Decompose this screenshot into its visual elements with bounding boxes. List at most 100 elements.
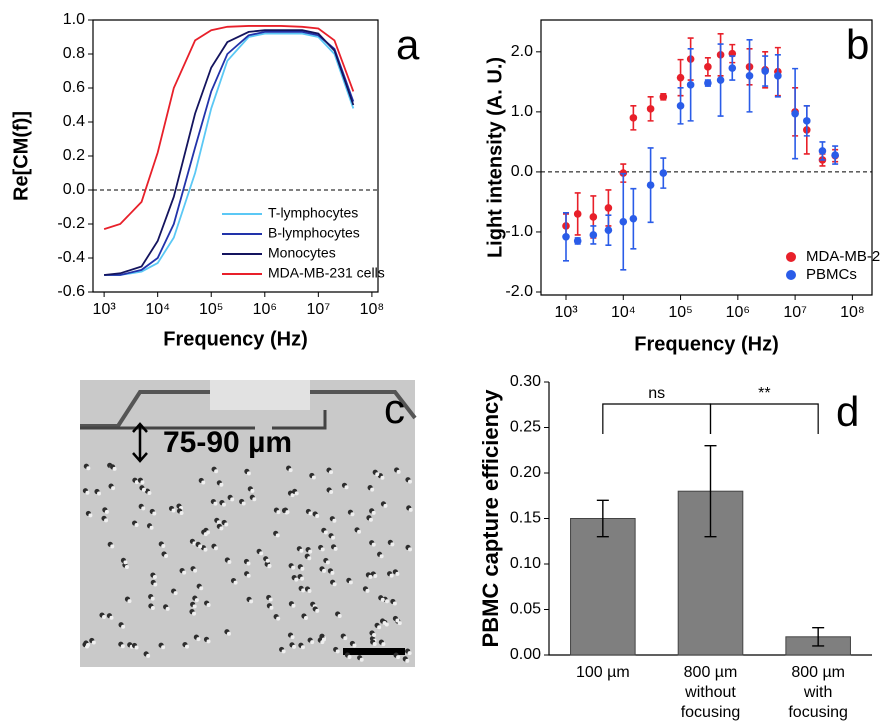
x-tick-label: 100 µm bbox=[575, 664, 630, 681]
cell-halo bbox=[390, 542, 395, 547]
y-tick-label: -2.0 bbox=[505, 283, 533, 300]
cell-halo bbox=[134, 645, 139, 650]
cell-halo bbox=[371, 542, 376, 547]
data-point bbox=[573, 210, 582, 218]
cell-halo bbox=[150, 605, 155, 610]
series-line bbox=[103, 25, 355, 230]
x-tick-label: 10⁶ bbox=[726, 304, 750, 321]
data-point bbox=[686, 81, 695, 89]
cell-halo bbox=[173, 591, 178, 596]
data-point bbox=[589, 231, 598, 239]
cell-halo bbox=[396, 655, 401, 660]
cell-halo bbox=[97, 491, 102, 496]
cell-halo bbox=[153, 582, 158, 587]
y-tick-label: 0.20 bbox=[510, 464, 541, 481]
cell-halo bbox=[111, 486, 116, 491]
y-tick-label: 0.8 bbox=[63, 45, 85, 62]
cell-halo bbox=[380, 597, 385, 602]
cell-halo bbox=[252, 497, 257, 502]
y-tick-label: 0.30 bbox=[510, 373, 541, 390]
cell-halo bbox=[214, 469, 219, 474]
cell-halo bbox=[332, 582, 337, 587]
panel-label: a bbox=[396, 21, 420, 68]
cell-halo bbox=[206, 639, 211, 644]
x-tick-label: 10³ bbox=[554, 304, 578, 321]
cell-halo bbox=[392, 601, 397, 606]
x-tick-label: 10⁷ bbox=[783, 304, 807, 321]
panel-label: c bbox=[384, 385, 405, 432]
y-tick-label: 0.00 bbox=[510, 646, 541, 663]
cell-halo bbox=[395, 618, 400, 623]
cell-halo bbox=[383, 503, 388, 508]
cell-halo bbox=[397, 621, 402, 626]
cell-halo bbox=[201, 480, 206, 485]
data-point bbox=[646, 181, 655, 189]
legend-label: MDA-MB-231 cells bbox=[806, 248, 880, 265]
legend-label: MDA-MB-231 cells bbox=[268, 265, 385, 281]
cell-halo bbox=[184, 644, 189, 649]
data-point bbox=[761, 67, 769, 75]
cell-halo bbox=[285, 510, 290, 515]
cell-halo bbox=[301, 588, 306, 593]
y-tick-label: 0.25 bbox=[510, 419, 541, 436]
cell-halo bbox=[141, 506, 146, 511]
cell-halo bbox=[322, 568, 327, 573]
cell-halo bbox=[85, 490, 90, 495]
data-point bbox=[589, 213, 598, 221]
data-point bbox=[831, 151, 839, 159]
data-point bbox=[659, 169, 668, 177]
cell-halo bbox=[329, 489, 334, 494]
cell-halo bbox=[315, 608, 320, 613]
cell-halo bbox=[375, 472, 380, 477]
cell-halo bbox=[104, 509, 109, 514]
panel-label: b bbox=[846, 21, 869, 68]
cell-halo bbox=[288, 468, 293, 473]
cell-halo bbox=[323, 530, 328, 535]
cell-halo bbox=[380, 475, 385, 480]
y-tick-label: 1.0 bbox=[63, 11, 85, 28]
cell-halo bbox=[140, 480, 145, 485]
x-tick-label: 10⁵ bbox=[668, 304, 692, 321]
gap-arrow bbox=[132, 422, 148, 463]
cell-halo bbox=[206, 603, 211, 608]
y-tick-label: 0.10 bbox=[510, 555, 541, 572]
cell-halo bbox=[350, 512, 355, 517]
cell-halo bbox=[373, 573, 378, 578]
micrograph-bg bbox=[80, 380, 415, 667]
cell-halo bbox=[325, 560, 330, 565]
cell-halo bbox=[303, 615, 308, 620]
y-axis-label: Light intensity (A. U.) bbox=[484, 57, 506, 258]
cell-halo bbox=[290, 635, 295, 640]
bar bbox=[570, 518, 636, 656]
cell-halo bbox=[141, 487, 146, 492]
cell-halo bbox=[219, 526, 224, 531]
cell-halo bbox=[165, 606, 170, 611]
cell-halo bbox=[203, 547, 208, 552]
cell-halo bbox=[299, 548, 304, 553]
significance-bracket bbox=[709, 403, 819, 434]
cell-halo bbox=[396, 469, 401, 474]
cell-halo bbox=[408, 507, 413, 512]
x-tick-label: 10⁴ bbox=[145, 301, 170, 318]
data-point bbox=[676, 73, 685, 82]
y-tick-label: 0.0 bbox=[63, 181, 85, 198]
x-axis-label: Frequency (Hz) bbox=[163, 328, 307, 350]
cell-halo bbox=[164, 553, 169, 558]
cell-halo bbox=[368, 517, 373, 522]
cell-halo bbox=[382, 621, 387, 626]
cell-halo bbox=[123, 560, 128, 565]
cell-halo bbox=[329, 470, 334, 475]
x-tick-label: 10⁵ bbox=[199, 301, 223, 318]
y-tick-label: -0.2 bbox=[57, 215, 85, 232]
cell-halo bbox=[147, 491, 152, 496]
cell-halo bbox=[381, 642, 386, 647]
cell-halo bbox=[267, 563, 272, 568]
y-tick-label: 0.6 bbox=[63, 79, 85, 96]
cell-halo bbox=[192, 604, 197, 609]
data-point bbox=[803, 117, 811, 125]
cell-halo bbox=[246, 471, 251, 476]
cell-halo bbox=[276, 616, 281, 621]
cell-halo bbox=[134, 523, 139, 528]
cell-halo bbox=[407, 651, 412, 656]
cell-halo bbox=[348, 580, 353, 585]
